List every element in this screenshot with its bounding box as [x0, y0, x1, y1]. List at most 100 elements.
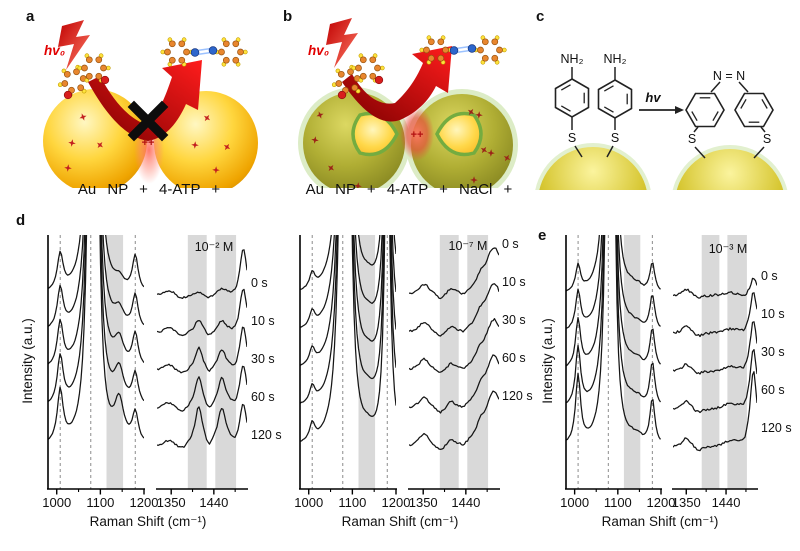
highlight-band [439, 235, 459, 489]
sulfur-atom [100, 75, 110, 85]
spectra-trace-group [673, 277, 757, 452]
charge-spark-icon [316, 111, 324, 119]
panel-label-c: c [536, 8, 545, 25]
tick-label: 1100 [86, 495, 114, 510]
time-label: 60 s [502, 351, 526, 365]
charge-spark-icon [475, 111, 483, 119]
charge-spark-icon [487, 149, 495, 157]
spectrum-trace [48, 235, 144, 440]
amine-group-label: NH₂ [561, 52, 584, 66]
sulfur-atom [63, 90, 73, 100]
charge-sparks [64, 113, 231, 174]
spectrum-trace [566, 235, 661, 292]
highlight-band [187, 235, 207, 489]
tick-label: 1440 [451, 495, 480, 510]
spectra-trace-group [566, 235, 661, 441]
sulfur-atom [337, 90, 347, 100]
benzene-ring [597, 79, 633, 119]
panel-label-b: b [283, 8, 293, 25]
tick-label: 1100 [604, 495, 632, 510]
charge-spark-icon [354, 182, 362, 188]
time-label: 0 s [502, 237, 519, 251]
spectrum-trace [409, 390, 499, 451]
spectrum-trace [673, 348, 757, 414]
time-label: 30 s [251, 352, 275, 366]
y-axis-label: Intensity (a.u.) [20, 318, 35, 404]
charge-spark-icon [97, 142, 103, 148]
atp-molecule-pair-icon [57, 53, 111, 100]
blocked-cross-icon [127, 100, 169, 142]
time-label: 10 s [502, 275, 526, 289]
tick-label: 1350 [672, 495, 701, 510]
spectrum-trace [48, 235, 144, 365]
azo-bond-label: N = N [713, 69, 745, 83]
gold-surface-left [539, 147, 647, 190]
x-axis-label: Raman Shift (cm⁻¹) [342, 514, 459, 529]
atp-molecule-pair-icon [331, 53, 385, 100]
time-label: 30 s [502, 313, 526, 327]
spectrum-trace [409, 283, 499, 337]
time-label: 120 s [761, 421, 792, 435]
spectrum-trace [673, 321, 757, 375]
bond [710, 81, 721, 93]
y-axis-label: Intensity (a.u.) [540, 318, 555, 404]
nitrogen-atom [190, 48, 200, 57]
charge-spark-icon [328, 165, 334, 171]
spectra-trace-group [409, 247, 499, 451]
sulfur-label: S [611, 131, 619, 145]
spectrum-trace [48, 235, 144, 327]
time-label: 0 s [761, 269, 778, 283]
panel-label-e: e [538, 227, 547, 244]
panel-b-caption: Au NP + 4-ATP + NaCl + [305, 181, 513, 198]
tick-label: 1000 [42, 495, 71, 510]
benzene-ring [685, 92, 725, 128]
charge-spark-icon [311, 136, 319, 144]
gold-surface-right [676, 149, 784, 190]
spectrum-trace [157, 326, 247, 374]
bond [574, 145, 583, 158]
time-label: 10 s [251, 314, 275, 328]
panel-b-schematic: ++ hv₀ [298, 18, 518, 188]
time-label: 0 s [251, 276, 268, 290]
nitrogen-atom [449, 46, 459, 55]
charge-spark-icon [191, 141, 199, 149]
hv0-label: hv₀ [308, 43, 329, 58]
bond [694, 146, 706, 159]
spectrum-trace [300, 235, 396, 328]
charge-spark-icon [203, 114, 211, 122]
highlight-band [623, 235, 641, 489]
spectrum-trace [157, 365, 247, 412]
bond [606, 145, 614, 158]
panel-label-d: d [16, 212, 26, 229]
tick-label: 1000 [294, 495, 323, 510]
concentration-label: 10⁻³ M [709, 242, 748, 256]
charge-spark-icon [480, 146, 488, 154]
spectra-trace-group [157, 249, 247, 448]
panel-a-schematic: ++ hv₀ [43, 20, 258, 188]
reaction-arrow [342, 46, 452, 122]
spectrum-trace [48, 235, 144, 289]
nitrogen-atom [208, 46, 218, 55]
spectrum-trace [409, 247, 499, 300]
bond [738, 81, 749, 93]
gold-core-right [435, 111, 483, 157]
azo-molecule-icon [160, 37, 248, 67]
panel-a-caption: Au NP + 4-ATP + [77, 181, 221, 198]
charge-spark-icon [64, 164, 72, 172]
spectrum-trace [673, 292, 757, 338]
x-axis-label: Raman Shift (cm⁻¹) [602, 514, 719, 529]
hv0-label: hv₀ [44, 43, 65, 58]
time-label: 60 s [251, 390, 275, 404]
tick-label: 1100 [338, 495, 366, 510]
concentration-label: 10⁻² M [195, 240, 234, 254]
spectrum-trace [566, 235, 661, 404]
tick-label: 1350 [409, 495, 438, 510]
highlight-band [467, 235, 489, 489]
spectrum-trace [157, 288, 247, 337]
spectrum-trace [566, 235, 661, 329]
hotspot-glow [400, 107, 434, 161]
